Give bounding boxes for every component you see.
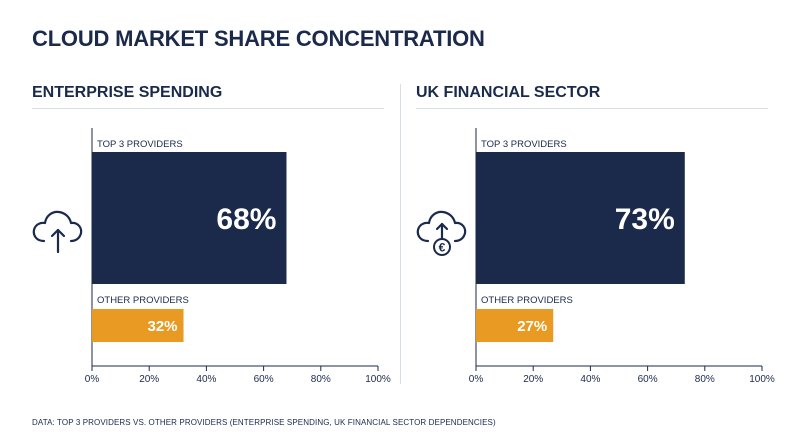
x-tick-label: 40% xyxy=(580,374,600,385)
panel-divider xyxy=(400,84,401,384)
cloud-euro-upload-icon: € xyxy=(416,208,468,263)
data-label: 27% xyxy=(517,318,547,335)
bar-other-providers xyxy=(476,309,554,342)
category-label: OTHER PROVIDERS xyxy=(97,295,189,306)
bar-top-3-providers xyxy=(92,152,287,284)
x-tick-label: 100% xyxy=(749,374,775,385)
x-tick-label: 0% xyxy=(85,374,100,385)
uk-financial-sector-chart: 0% 20% 40% 60% 80% 100% TOP 3 PROVIDERS 73% OTHE… xyxy=(469,128,775,385)
panel-rule xyxy=(32,108,384,109)
category-label: TOP 3 PROVIDERS xyxy=(481,139,567,150)
x-tick-label: 20% xyxy=(523,374,543,385)
data-label: 32% xyxy=(147,318,177,335)
panel-title: UK FINANCIAL SECTOR xyxy=(416,84,601,101)
category-label: TOP 3 PROVIDERS xyxy=(97,139,183,150)
bar-top-3-providers xyxy=(476,152,685,284)
x-tick-label: 100% xyxy=(365,374,391,385)
panel-enterprise-spending: ENTERPRISE SPENDING 0% 20% 40% 60% 80% 100% TO… xyxy=(32,84,391,385)
x-tick-label: 80% xyxy=(695,374,715,385)
x-tick-label: 0% xyxy=(469,374,484,385)
panel-rule xyxy=(416,108,768,109)
x-tick-label: 60% xyxy=(638,374,658,385)
page-title: CLOUD MARKET SHARE CONCENTRATION xyxy=(32,26,485,51)
x-tick-label: 40% xyxy=(196,374,216,385)
category-label: OTHER PROVIDERS xyxy=(481,295,573,306)
cloud-upload-icon xyxy=(32,208,84,259)
x-tick-label: 60% xyxy=(254,374,274,385)
footnote: DATA: TOP 3 PROVIDERS VS. OTHER PROVIDER… xyxy=(32,418,496,427)
data-label: 73% xyxy=(615,203,675,236)
panel-title: ENTERPRISE SPENDING xyxy=(32,84,223,101)
x-tick-label: 20% xyxy=(139,374,159,385)
enterprise-spending-chart: 0% 20% 40% 60% 80% 100% TOP 3 PROVIDERS 68% OTHE… xyxy=(85,128,391,385)
svg-text:€: € xyxy=(439,241,446,255)
data-label: 68% xyxy=(216,203,276,236)
x-tick-label: 80% xyxy=(311,374,331,385)
panel-uk-financial-sector: UK FINANCIAL SECTOR 0% 20% 40% 60% 80% 100% TO… xyxy=(416,84,775,385)
bar-other-providers xyxy=(92,309,184,342)
